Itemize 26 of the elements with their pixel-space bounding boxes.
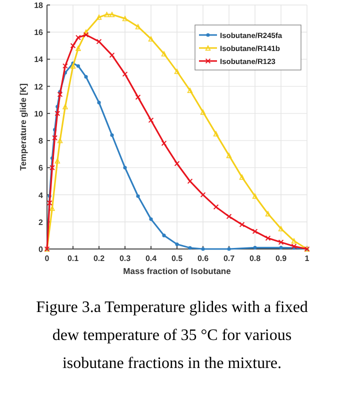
y-tick-label: 2 [38, 218, 44, 227]
x-tick-label: 0.8 [249, 254, 262, 263]
text: isobutane fractions in the mixture. [62, 355, 282, 372]
y-tick-label: 14 [34, 55, 44, 64]
x-tick-label: 0.2 [93, 254, 106, 263]
x-tick-label: 0.6 [197, 254, 210, 263]
y-tick-label: 6 [38, 164, 44, 173]
x-tick-label: 0.5 [171, 254, 184, 263]
y-tick-label: 16 [34, 28, 44, 38]
y-tick-label: 18 [34, 1, 44, 10]
y-tick-label: 8 [38, 136, 44, 146]
x-tick-label: 0.9 [275, 254, 288, 263]
y-tick-label: 10 [34, 109, 44, 118]
y-tick-label: 0 [38, 245, 44, 254]
x-tick-label: 0.4 [145, 254, 158, 263]
caption: Figure 3.a Temperature glides with a fixed [36, 299, 308, 316]
y-tick-label: 4 [38, 190, 44, 200]
x-axis-title: Mass fraction of Isobutane [123, 266, 232, 276]
text: dew temperature of 35 °C for various [52, 327, 292, 344]
x-tick-label: 1 [304, 254, 310, 263]
y-tick-label: 12 [34, 82, 44, 92]
x-tick-label: 0 [44, 254, 50, 263]
x-tick-label: 0.3 [119, 254, 132, 263]
x-tick-label: 0.7 [223, 254, 236, 263]
x-tick-label: 0.1 [67, 254, 80, 263]
y-axis-title: Temperature glide [K] [18, 83, 28, 171]
